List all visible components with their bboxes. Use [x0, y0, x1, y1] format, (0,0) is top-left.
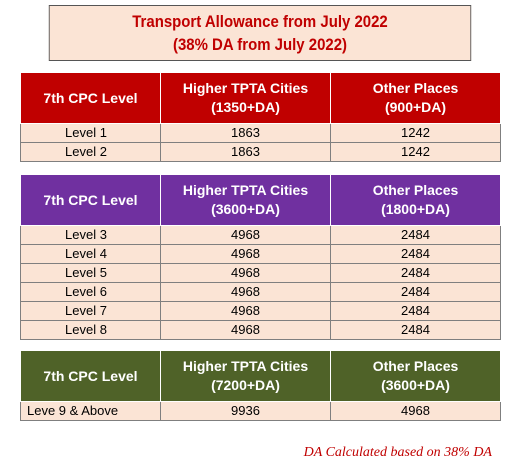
cell-other-places: 1242: [330, 123, 501, 143]
table-row: Level 3 4968 2484: [20, 225, 501, 245]
cell-higher-tpta: 4968: [160, 320, 331, 340]
header-other-places: Other Places (3600+DA): [330, 350, 501, 402]
cell-higher-tpta: 4968: [160, 301, 331, 321]
cell-higher-tpta: 1863: [160, 123, 331, 143]
cell-other-places: 2484: [330, 282, 501, 302]
cell-level: Level 6: [20, 282, 161, 302]
header-higher-tpta-label: Higher TPTA Cities: [182, 80, 309, 96]
table-row: Level 6 4968 2484: [20, 282, 501, 302]
cell-other-places: 4968: [330, 401, 501, 421]
table-row: Level 7 4968 2484: [20, 301, 501, 321]
table-row: Level 5 4968 2484: [20, 263, 501, 283]
header-other-places-label: Other Places: [372, 182, 459, 198]
header-higher-tpta: Higher TPTA Cities (7200+DA): [160, 350, 331, 402]
header-higher-tpta-rate: (1350+DA): [211, 99, 280, 115]
ta-table-level-9-above: 7th CPC Level Higher TPTA Cities (7200+D…: [20, 350, 501, 421]
footnote: DA Calculated based on 38% DA: [303, 445, 492, 460]
header-higher-tpta-rate: (7200+DA): [211, 377, 280, 393]
header-other-places-rate: (1800+DA): [381, 201, 450, 217]
cell-level: Level 1: [20, 123, 161, 143]
header-other-places-rate: (3600+DA): [381, 377, 450, 393]
cell-level: Leve 9 & Above: [20, 401, 161, 421]
header-level: 7th CPC Level: [20, 350, 161, 402]
table-row: Leve 9 & Above 9936 4968: [20, 401, 501, 421]
cell-level: Level 4: [20, 244, 161, 264]
cell-higher-tpta: 4968: [160, 282, 331, 302]
header-higher-tpta: Higher TPTA Cities (1350+DA): [160, 72, 331, 124]
header-other-places-label: Other Places: [372, 80, 459, 96]
title-line-1: Transport Allowance from July 2022: [132, 12, 388, 31]
header-other-places: Other Places (900+DA): [330, 72, 501, 124]
cell-other-places: 2484: [330, 263, 501, 283]
cell-higher-tpta: 1863: [160, 142, 331, 162]
header-higher-tpta-rate: (3600+DA): [211, 201, 280, 217]
table-row: Level 2 1863 1242: [20, 142, 501, 162]
header-other-places-label: Other Places: [372, 358, 459, 374]
header-level: 7th CPC Level: [20, 174, 161, 226]
title-line-2: (38% DA from July 2022): [172, 35, 348, 54]
cell-level: Level 8: [20, 320, 161, 340]
table-row: Level 8 4968 2484: [20, 320, 501, 340]
header-higher-tpta-label: Higher TPTA Cities: [182, 182, 309, 198]
cell-other-places: 1242: [330, 142, 501, 162]
header-level: 7th CPC Level: [20, 72, 161, 124]
cell-higher-tpta: 4968: [160, 225, 331, 245]
cell-level: Level 2: [20, 142, 161, 162]
header-other-places-rate: (900+DA): [384, 99, 447, 115]
cell-other-places: 2484: [330, 301, 501, 321]
ta-table-levels-3-8: 7th CPC Level Higher TPTA Cities (3600+D…: [20, 174, 501, 340]
table-row: Level 1 1863 1242: [20, 123, 501, 143]
table-header-row: 7th CPC Level Higher TPTA Cities (7200+D…: [20, 350, 501, 402]
cell-higher-tpta: 9936: [160, 401, 331, 421]
header-higher-tpta-label: Higher TPTA Cities: [182, 358, 309, 374]
ta-table-levels-1-2: 7th CPC Level Higher TPTA Cities (1350+D…: [20, 72, 501, 162]
table-header-row: 7th CPC Level Higher TPTA Cities (3600+D…: [20, 174, 501, 226]
table-row: Level 4 4968 2484: [20, 244, 501, 264]
cell-higher-tpta: 4968: [160, 244, 331, 264]
cell-other-places: 2484: [330, 320, 501, 340]
cell-level: Level 5: [20, 263, 161, 283]
cell-level: Level 7: [20, 301, 161, 321]
header-other-places: Other Places (1800+DA): [330, 174, 501, 226]
cell-other-places: 2484: [330, 244, 501, 264]
table-header-row: 7th CPC Level Higher TPTA Cities (1350+D…: [20, 72, 501, 124]
header-higher-tpta: Higher TPTA Cities (3600+DA): [160, 174, 331, 226]
cell-level: Level 3: [20, 225, 161, 245]
cell-higher-tpta: 4968: [160, 263, 331, 283]
cell-other-places: 2484: [330, 225, 501, 245]
title-box: Transport Allowance from July 2022 (38% …: [48, 5, 472, 61]
